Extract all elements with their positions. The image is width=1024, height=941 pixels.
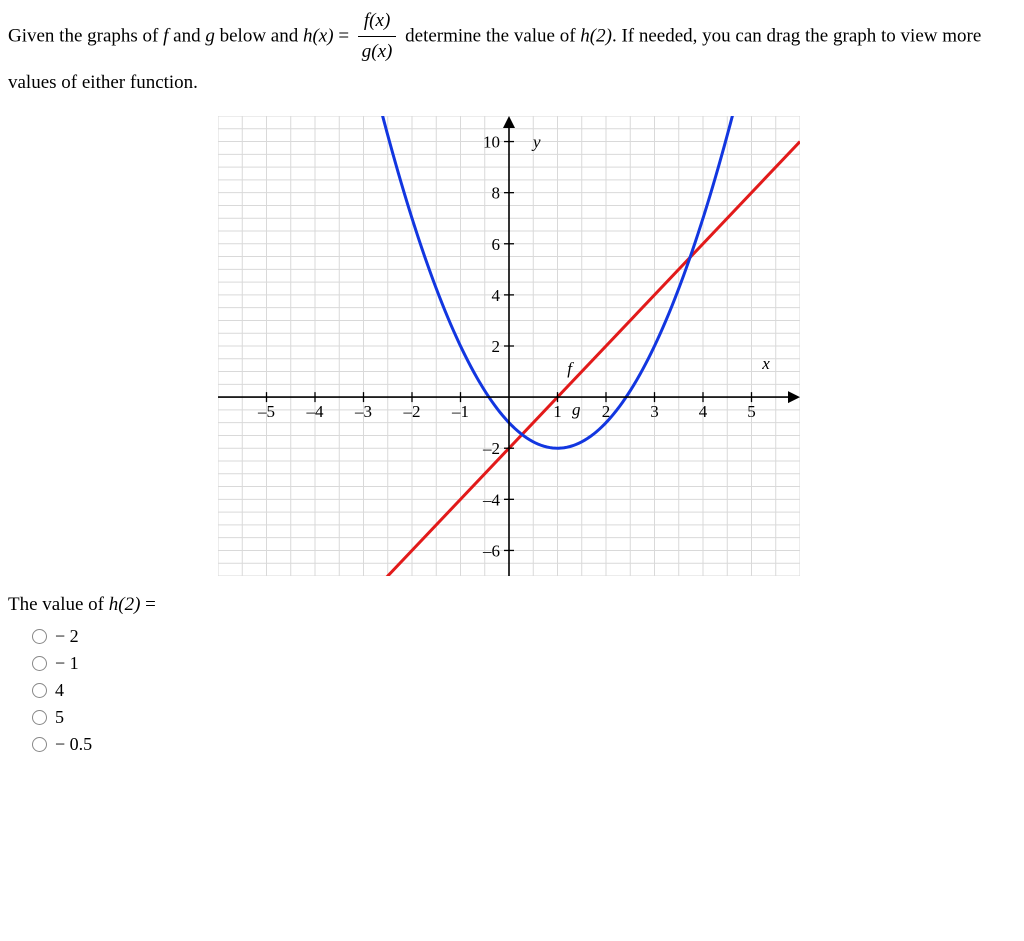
svg-text:–2: –2 bbox=[403, 402, 421, 421]
option-label: − 1 bbox=[55, 653, 79, 674]
radio-icon[interactable] bbox=[32, 629, 47, 644]
svg-text:–4: –4 bbox=[306, 402, 325, 421]
options-group: − 2 − 1 4 5 − 0.5 bbox=[32, 626, 1016, 755]
svg-text:g: g bbox=[572, 400, 581, 419]
svg-text:4: 4 bbox=[699, 402, 708, 421]
option-row[interactable]: 4 bbox=[32, 680, 1016, 701]
svg-text:–5: –5 bbox=[257, 402, 275, 421]
svg-text:8: 8 bbox=[492, 184, 501, 203]
svg-text:5: 5 bbox=[747, 402, 756, 421]
ans-h2: h(2) bbox=[109, 594, 141, 615]
graph-area[interactable]: –5 –4 –3 –2 –1 1 2 3 4 5 –6 –4 –2 2 4 6 8 10 x y f g bbox=[218, 116, 800, 576]
ans-post: = bbox=[140, 594, 155, 615]
svg-text:2: 2 bbox=[602, 402, 611, 421]
svg-text:–6: –6 bbox=[482, 542, 500, 561]
option-row[interactable]: − 2 bbox=[32, 626, 1016, 647]
txt-pre: Given the graphs of bbox=[8, 25, 163, 46]
option-label: 5 bbox=[55, 707, 64, 728]
answer-prompt: The value of h(2) = bbox=[8, 594, 1016, 616]
frac-den: g(x) bbox=[358, 37, 397, 67]
txt-hx: h(x) bbox=[303, 25, 334, 46]
radio-icon[interactable] bbox=[32, 683, 47, 698]
svg-text:y: y bbox=[531, 133, 541, 152]
svg-text:6: 6 bbox=[492, 235, 501, 254]
svg-text:x: x bbox=[761, 354, 770, 373]
svg-text:–1: –1 bbox=[451, 402, 469, 421]
svg-text:f: f bbox=[567, 359, 574, 378]
svg-text:–3: –3 bbox=[354, 402, 372, 421]
frac-num: f(x) bbox=[358, 6, 397, 37]
radio-icon[interactable] bbox=[32, 656, 47, 671]
txt-g: g bbox=[205, 25, 215, 46]
option-label: − 2 bbox=[55, 626, 79, 647]
txt-and: and bbox=[168, 25, 205, 46]
svg-text:–2: –2 bbox=[482, 439, 500, 458]
option-row[interactable]: 5 bbox=[32, 707, 1016, 728]
svg-text:3: 3 bbox=[650, 402, 659, 421]
option-row[interactable]: − 0.5 bbox=[32, 734, 1016, 755]
option-row[interactable]: − 1 bbox=[32, 653, 1016, 674]
ans-pre: The value of bbox=[8, 594, 109, 615]
svg-text:2: 2 bbox=[492, 337, 501, 356]
radio-icon[interactable] bbox=[32, 737, 47, 752]
txt-eq: = bbox=[334, 25, 354, 46]
fraction: f(x)g(x) bbox=[358, 6, 397, 68]
svg-text:4: 4 bbox=[492, 286, 501, 305]
radio-icon[interactable] bbox=[32, 710, 47, 725]
svg-text:10: 10 bbox=[483, 133, 500, 152]
option-label: 4 bbox=[55, 680, 64, 701]
option-label: − 0.5 bbox=[55, 734, 92, 755]
svg-text:–4: –4 bbox=[482, 491, 501, 510]
txt-post: determine the value of bbox=[400, 25, 580, 46]
svg-text:1: 1 bbox=[553, 402, 562, 421]
txt-h2: h(2) bbox=[580, 25, 612, 46]
question-text: Given the graphs of f and g below and h(… bbox=[8, 6, 1016, 98]
txt-below: below and bbox=[215, 25, 303, 46]
